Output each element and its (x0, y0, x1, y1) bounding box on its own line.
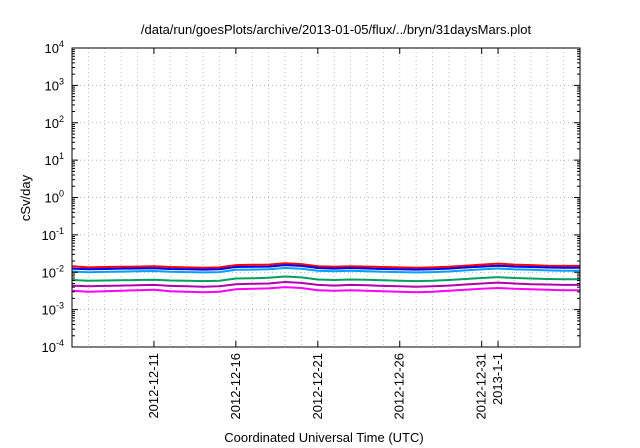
y-tick-label-exponent: -1 (56, 226, 64, 236)
y-tick-label-base: 10 (45, 41, 59, 56)
series-line (71, 264, 580, 271)
y-tick-label-exponent: 0 (59, 189, 64, 199)
y-tick-label-base: 10 (45, 153, 59, 168)
y-tick-label-base: 10 (42, 340, 56, 355)
x-tick-label: 2012-12-11 (146, 353, 161, 419)
y-tick-label: 10-1 (42, 226, 64, 243)
x-axis-label: Coordinated Universal Time (UTC) (224, 430, 423, 445)
x-tick-label: 2012-12-16 (228, 353, 243, 420)
y-axis-label: cSv/day (18, 174, 33, 221)
y-tick-label-base: 10 (42, 303, 56, 318)
y-tick-label-exponent: -3 (56, 301, 64, 311)
y-tick-label-exponent: 1 (59, 151, 64, 161)
chart-title: /data/run/goesPlots/archive/2013-01-05/f… (141, 22, 532, 37)
y-tick-label: 10-2 (42, 263, 64, 280)
x-tick-label: 2013-1-1 (490, 353, 505, 405)
y-tick-label-base: 10 (42, 265, 56, 280)
x-tick-label: 2012-12-26 (392, 353, 407, 420)
y-tick-label: 102 (45, 114, 64, 131)
y-tick-label: 104 (45, 39, 64, 56)
y-tick-label: 103 (45, 76, 64, 93)
y-tick-label-base: 10 (45, 78, 59, 93)
y-tick-label-exponent: -2 (56, 263, 64, 273)
y-tick-label-exponent: -4 (56, 338, 64, 348)
y-tick-label: 100 (45, 189, 64, 206)
y-tick-label-exponent: 2 (59, 114, 64, 124)
y-tick-label-base: 10 (42, 228, 56, 243)
y-tick-label-base: 10 (45, 116, 59, 131)
y-tick-label: 101 (45, 151, 64, 168)
series-line (71, 275, 580, 283)
grid (72, 47, 580, 348)
y-tick-label-exponent: 3 (59, 76, 64, 86)
x-tick-label: 2012-12-31 (474, 353, 489, 420)
series-line (71, 267, 580, 274)
y-tick-label-base: 10 (45, 191, 59, 206)
series-line (71, 286, 580, 294)
series-line (71, 281, 580, 288)
y-tick-label: 10-4 (42, 338, 64, 355)
series-line (71, 262, 580, 269)
series-layer (71, 262, 580, 294)
x-axis: 2012-12-11 2012-12-16 2012-12-21 2012-12-26… (146, 48, 505, 420)
y-tick-label-exponent: 4 (59, 39, 64, 49)
x-tick-label: 2012-12-21 (310, 353, 325, 420)
y-tick-label: 10-3 (42, 301, 64, 318)
